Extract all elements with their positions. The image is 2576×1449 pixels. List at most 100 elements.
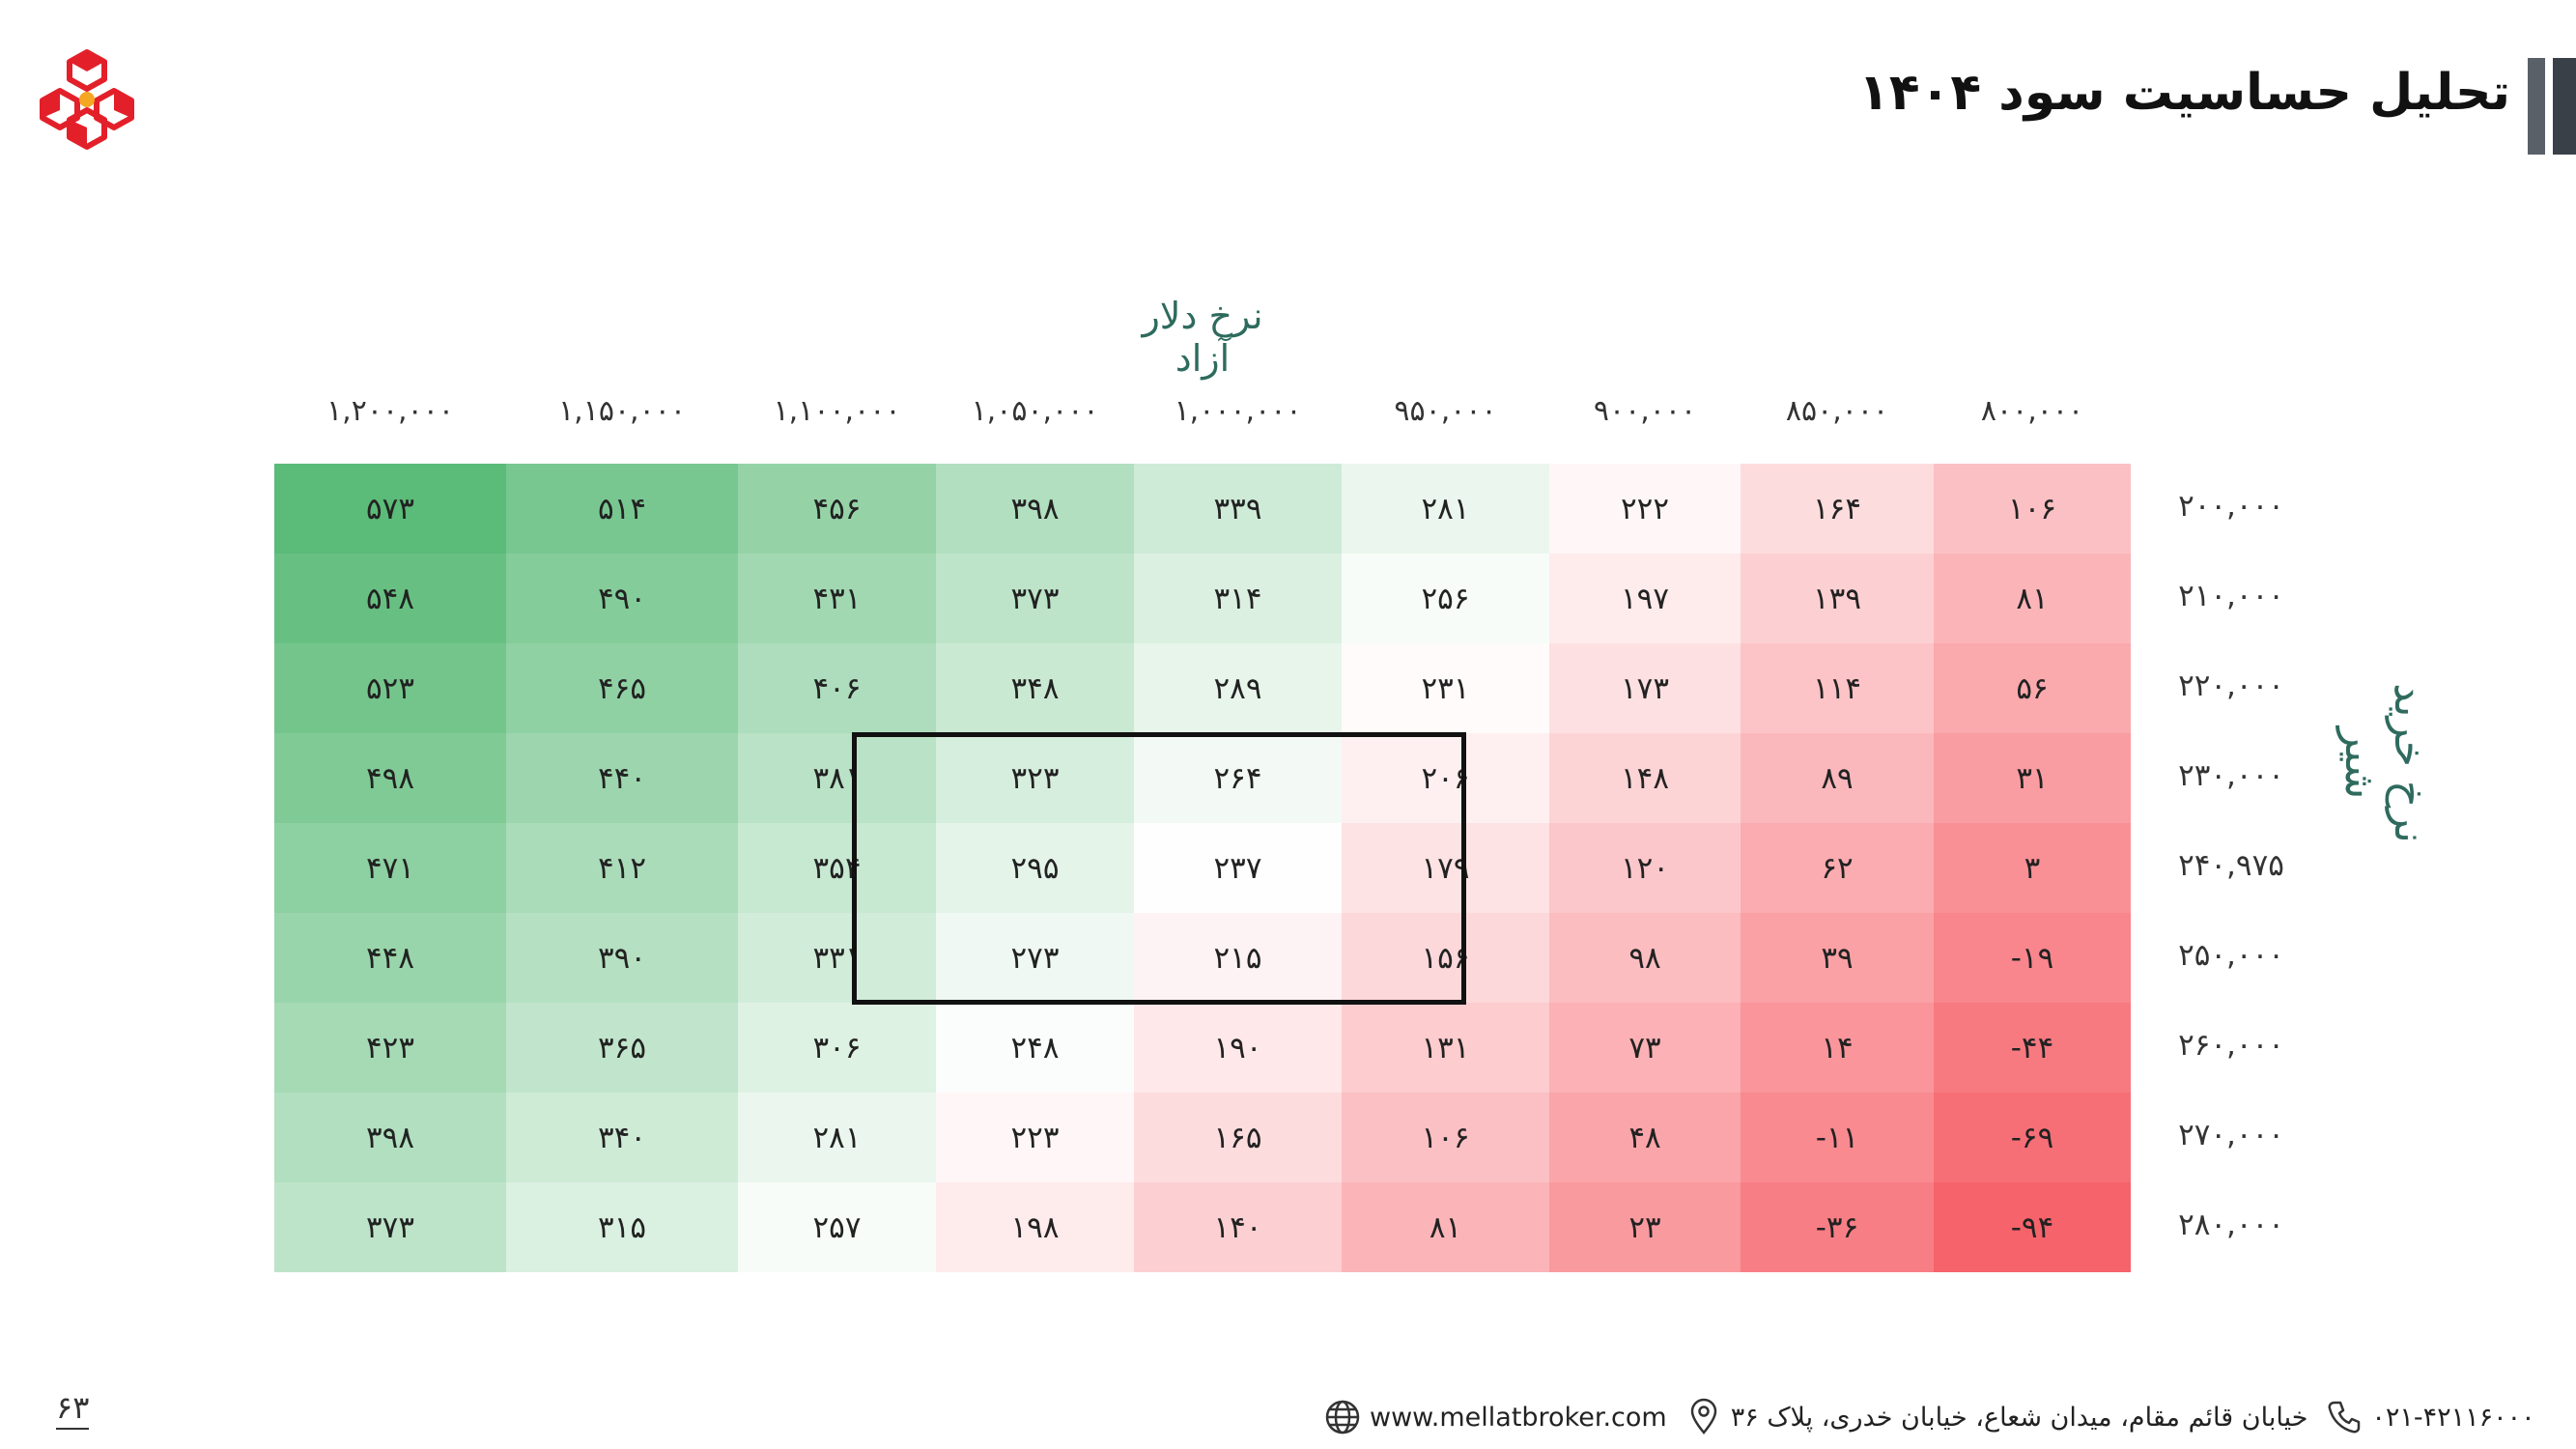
phone-text: ۰۲۱-۴۲۱۱۶۰۰۰ [2371, 1402, 2535, 1433]
table-cell: ۳۷۳ [274, 1182, 506, 1272]
column-header: ۱,۰۰۰,۰۰۰ [1174, 394, 1302, 428]
table-row: ۳۹۸ ۳۴۰ ۲۸۱ ۲۲۳ ۱۶۵ ۱۰۶ ۴۸ -۱۱ -۶۹ [274, 1093, 2131, 1182]
table-cell: ۳۳۹ [1134, 464, 1342, 554]
table-cell: ۲۰۶ [1342, 733, 1549, 823]
table-cell: ۳۷۳ [936, 554, 1134, 643]
column-header: ۱,۱۰۰,۰۰۰ [773, 394, 901, 428]
table-cell: ۱۳۹ [1741, 554, 1934, 643]
location-pin-icon [1690, 1398, 1716, 1435]
table-cell: ۱۶۴ [1741, 464, 1934, 554]
footer-phone[interactable]: ۰۲۱-۴۲۱۱۶۰۰۰ [2325, 1398, 2535, 1436]
table-cell: ۱۷۳ [1549, 643, 1741, 733]
title-accent-bar [2528, 58, 2576, 155]
table-cell: ۲۵۷ [738, 1182, 936, 1272]
table-cell: ۲۳۷ [1134, 823, 1342, 913]
row-header: ۲۶۰,۰۰۰ [2178, 1028, 2284, 1063]
table-cell: ۳۶۵ [506, 1003, 738, 1093]
row-header: ۲۸۰,۰۰۰ [2178, 1208, 2284, 1242]
table-cell: ۴۰۶ [738, 643, 936, 733]
globe-icon [1325, 1400, 1360, 1435]
column-header: ۱,۰۵۰,۰۰۰ [971, 394, 1099, 428]
footer-address: خیابان قائم مقام، میدان شعاع، خیابان خدر… [1684, 1398, 2308, 1436]
table-row: ۵۲۳ ۴۶۵ ۴۰۶ ۳۴۸ ۲۸۹ ۲۳۱ ۱۷۳ ۱۱۴ ۵۶ [274, 643, 2131, 733]
table-cell: ۲۵۶ [1342, 554, 1549, 643]
table-cell: ۴۹۰ [506, 554, 738, 643]
address-text: خیابان قائم مقام، میدان شعاع، خیابان خدر… [1730, 1402, 2308, 1433]
footer-website[interactable]: www.mellatbroker.com [1323, 1398, 1667, 1436]
table-cell: ۱۷۹ [1342, 823, 1549, 913]
table-cell: ۱۹۸ [936, 1182, 1134, 1272]
table-cell: ۳۰۶ [738, 1003, 936, 1093]
table-cell: ۱۶۵ [1134, 1093, 1342, 1182]
table-cell: ۲۳۱ [1342, 643, 1549, 733]
table-cell: ۳۹۰ [506, 913, 738, 1003]
table-cell: ۳۵۴ [738, 823, 936, 913]
table-cell: -۳۶ [1741, 1182, 1934, 1272]
table-cell: ۱۵۶ [1342, 913, 1549, 1003]
table-cell: ۴۷۱ [274, 823, 506, 913]
table-cell: ۱۲۰ [1549, 823, 1741, 913]
row-header: ۲۷۰,۰۰۰ [2178, 1118, 2284, 1152]
table-cell: ۳۱۵ [506, 1182, 738, 1272]
table-cell: ۲۲۲ [1549, 464, 1741, 554]
table-cell: ۲۸۱ [1342, 464, 1549, 554]
column-header: ۹۵۰,۰۰۰ [1394, 394, 1497, 428]
table-cell: ۳۴۸ [936, 643, 1134, 733]
table-cell: ۷۳ [1549, 1003, 1741, 1093]
table-cell: ۳۱ [1934, 733, 2131, 823]
table-row: ۴۲۳ ۳۶۵ ۳۰۶ ۲۴۸ ۱۹۰ ۱۳۱ ۷۳ ۱۴ -۴۴ [274, 1003, 2131, 1093]
row-axis-title: نرخ خرید شیر [2335, 683, 2434, 843]
table-cell: ۴۵۶ [738, 464, 936, 554]
table-cell: ۲۱۵ [1134, 913, 1342, 1003]
table-cell: ۲۳ [1549, 1182, 1741, 1272]
table-cell: ۴۱۲ [506, 823, 738, 913]
row-header: ۲۳۰,۰۰۰ [2178, 758, 2284, 793]
table-cell: ۱۹۰ [1134, 1003, 1342, 1093]
table-cell: ۴۴۰ [506, 733, 738, 823]
table-cell: ۱۰۶ [1934, 464, 2131, 554]
table-cell: ۱۱۴ [1741, 643, 1934, 733]
column-headers: ۱,۲۰۰,۰۰۰ ۱,۱۵۰,۰۰۰ ۱,۱۰۰,۰۰۰ ۱,۰۵۰,۰۰۰ ۱,۰۰… [0, 394, 2576, 442]
sensitivity-table: ۵۷۳ ۵۱۴ ۴۵۶ ۳۹۸ ۳۳۹ ۲۸۱ ۲۲۲ ۱۶۴ ۱۰۶ ۵۴۸ ۴۹۰ ۴۳۱ ۳۷۳ ۳… [274, 464, 2131, 1272]
table-cell: ۵۷۳ [274, 464, 506, 554]
table-cell: ۵۴۸ [274, 554, 506, 643]
table-cell: ۲۷۳ [936, 913, 1134, 1003]
table-cell: ۳۳۱ [738, 913, 936, 1003]
table-cell: ۸۹ [1741, 733, 1934, 823]
table-cell: ۵۲۳ [274, 643, 506, 733]
table-cell: ۲۶۴ [1134, 733, 1342, 823]
table-cell: ۸۱ [1342, 1182, 1549, 1272]
table-cell: ۳۸۱ [738, 733, 936, 823]
page-number: ۶۳ [56, 1389, 90, 1430]
column-header: ۸۰۰,۰۰۰ [1980, 394, 2084, 428]
table-cell: ۳ [1934, 823, 2131, 913]
table-cell: -۱۹ [1934, 913, 2131, 1003]
row-header: ۲۱۰,۰۰۰ [2178, 579, 2284, 613]
table-row: ۵۴۸ ۴۹۰ ۴۳۱ ۳۷۳ ۳۱۴ ۲۵۶ ۱۹۷ ۱۳۹ ۸۱ [274, 554, 2131, 643]
row-header: ۲۴۰,۹۷۵ [2178, 848, 2284, 883]
row-header: ۲۲۰,۰۰۰ [2178, 668, 2284, 703]
table-cell: ۵۱۴ [506, 464, 738, 554]
table-cell: ۳۹۸ [936, 464, 1134, 554]
footer: www.mellatbroker.com خیابان قائم مقام، م… [1323, 1393, 2550, 1441]
table-cell: ۹۸ [1549, 913, 1741, 1003]
table-cell: ۴۳۱ [738, 554, 936, 643]
column-header: ۱,۲۰۰,۰۰۰ [326, 394, 454, 428]
table-cell: ۵۶ [1934, 643, 2131, 733]
table-cell: ۳۲۳ [936, 733, 1134, 823]
table-cell: ۲۴۸ [936, 1003, 1134, 1093]
table-cell: ۳۴۰ [506, 1093, 738, 1182]
table-cell: -۴۴ [1934, 1003, 2131, 1093]
table-cell: ۱۹۷ [1549, 554, 1741, 643]
table-cell: ۳۱۴ [1134, 554, 1342, 643]
table-row: ۵۷۳ ۵۱۴ ۴۵۶ ۳۹۸ ۳۳۹ ۲۸۱ ۲۲۲ ۱۶۴ ۱۰۶ [274, 464, 2131, 554]
table-cell: ۲۹۵ [936, 823, 1134, 913]
table-cell: ۱۰۶ [1342, 1093, 1549, 1182]
table-cell: ۱۳۱ [1342, 1003, 1549, 1093]
table-row: ۴۴۸ ۳۹۰ ۳۳۱ ۲۷۳ ۲۱۵ ۱۵۶ ۹۸ ۳۹ -۱۹ [274, 913, 2131, 1003]
table-row: ۴۹۸ ۴۴۰ ۳۸۱ ۳۲۳ ۲۶۴ ۲۰۶ ۱۴۸ ۸۹ ۳۱ [274, 733, 2131, 823]
table-cell: ۱۴۰ [1134, 1182, 1342, 1272]
phone-icon [2328, 1401, 2361, 1434]
row-header: ۲۰۰,۰۰۰ [2178, 489, 2284, 524]
table-cell: ۳۹ [1741, 913, 1934, 1003]
